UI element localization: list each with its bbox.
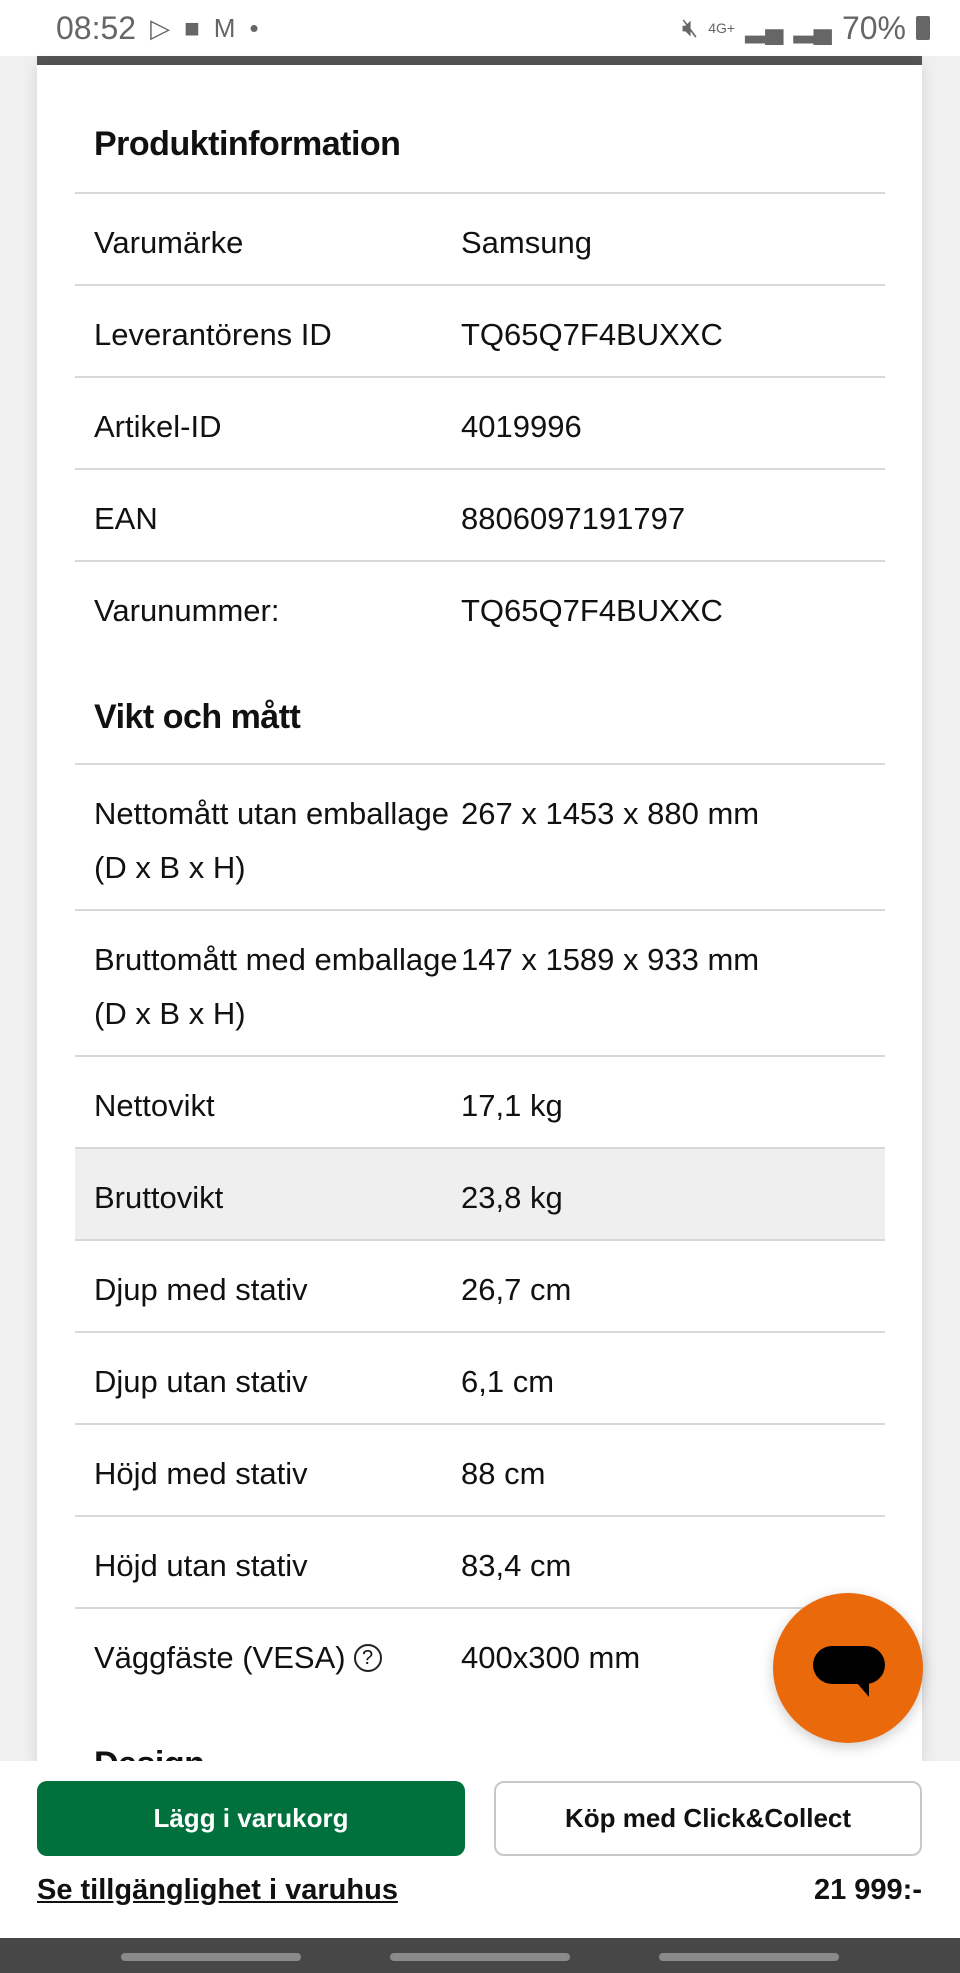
table-row: Bruttomått med emballage (D x B x H) 147 …: [75, 909, 885, 1055]
nav-back-button[interactable]: [659, 1953, 839, 1961]
row-value: 83,4 cm: [461, 1548, 572, 1583]
row-value: 4019996: [461, 409, 582, 444]
table-row: Nettovikt 17,1 kg: [75, 1055, 885, 1147]
clock: 08:52: [56, 9, 137, 46]
row-label: Djup med stativ: [94, 1272, 308, 1307]
status-bar: 08:52 ▷ ■ M • 🔇︎ 4G+ ▂▄ ▂▄ 70%: [0, 0, 960, 56]
store-availability-link[interactable]: Se tillgänglighet i varuhus: [37, 1874, 398, 1906]
row-value: 267 x 1453 x 880 mm: [461, 796, 760, 831]
play-store-icon: ▷: [150, 12, 171, 43]
row-label: Djup utan stativ: [94, 1364, 308, 1399]
row-label: EAN: [94, 501, 158, 536]
row-value: 88 cm: [461, 1456, 546, 1491]
table-row: Djup utan stativ 6,1 cm: [75, 1331, 885, 1423]
spec-table-weight-dimensions: Nettomått utan emballage (D x B x H) 267 …: [75, 763, 885, 1699]
roaming-signal-icon: ▂▄: [793, 12, 832, 43]
row-label: Leverantörens ID: [94, 317, 332, 352]
row-label: Bruttovikt: [94, 1180, 224, 1215]
table-row: Höjd utan stativ 83,4 cm: [75, 1515, 885, 1607]
row-value: 400x300 mm: [461, 1640, 641, 1675]
battery-level: 70%: [841, 9, 906, 46]
row-value: 26,7 cm: [461, 1272, 572, 1307]
chat-bubble-tail: [857, 1683, 869, 1697]
row-value: TQ65Q7F4BUXXC: [461, 317, 723, 352]
row-value: Samsung: [461, 225, 592, 260]
row-label: Varunummer:: [94, 593, 280, 628]
row-label: Väggfäste (VESA)?: [75, 1631, 461, 1685]
battery-icon: [916, 16, 930, 40]
click-and-collect-button[interactable]: Köp med Click&Collect: [494, 1781, 922, 1856]
section-title: Vikt och mått: [94, 698, 301, 736]
navigation-bar: [0, 1938, 960, 1973]
table-row: Nettomått utan emballage (D x B x H) 267 …: [75, 763, 885, 909]
table-row: Artikel-ID 4019996: [75, 376, 885, 468]
row-label: Varumärke: [94, 225, 244, 260]
table-row: Varumärke Samsung: [75, 192, 885, 284]
row-value: 8806097191797: [461, 501, 686, 536]
dot-icon: •: [249, 12, 259, 43]
row-value: 147 x 1589 x 933 mm: [461, 942, 760, 977]
chat-bubble-icon: [813, 1646, 885, 1684]
row-value: 23,8 kg: [461, 1180, 563, 1215]
row-value: 6,1 cm: [461, 1364, 555, 1399]
chat-button[interactable]: [773, 1593, 923, 1743]
row-label: Nettomått utan emballage (D x B x H): [94, 796, 449, 885]
row-value: TQ65Q7F4BUXXC: [461, 593, 723, 628]
row-label: Höjd med stativ: [94, 1456, 308, 1491]
table-row-highlighted: Bruttovikt 23,8 kg: [75, 1147, 885, 1239]
nav-recents-button[interactable]: [121, 1953, 301, 1961]
product-spec-card: Produktinformation Varumärke Samsung Leve…: [37, 65, 922, 1783]
section-title: Produktinformation: [94, 125, 401, 163]
table-row: Leverantörens ID TQ65Q7F4BUXXC: [75, 284, 885, 376]
row-label: Bruttomått med emballage (D x B x H): [94, 942, 458, 1031]
mute-icon: 🔇︎: [681, 12, 699, 42]
row-label-text: Väggfäste (VESA): [94, 1640, 346, 1675]
nav-home-button[interactable]: [390, 1953, 570, 1961]
gmail-icon: M: [213, 12, 236, 43]
price: 21 999:-: [813, 1874, 922, 1906]
table-row: EAN 8806097191797: [75, 468, 885, 560]
help-icon[interactable]: ?: [353, 1644, 382, 1672]
folder-icon: ■: [184, 12, 200, 43]
row-value: 17,1 kg: [461, 1088, 563, 1123]
row-label: Artikel-ID: [94, 409, 222, 444]
row-label: Nettovikt: [94, 1088, 215, 1123]
table-row: Väggfäste (VESA)? 400x300 mm: [75, 1607, 885, 1699]
row-label: Höjd utan stativ: [94, 1548, 308, 1583]
spec-table-product-info: Varumärke Samsung Leverantörens ID TQ65Q7F…: [75, 192, 885, 652]
signal-icon: ▂▄: [745, 12, 784, 43]
add-to-cart-button[interactable]: Lägg i varukorg: [37, 1781, 465, 1856]
table-row: Höjd med stativ 88 cm: [75, 1423, 885, 1515]
table-row: Djup med stativ 26,7 cm: [75, 1239, 885, 1331]
top-divider: [37, 56, 922, 65]
table-row: Varunummer: TQ65Q7F4BUXXC: [75, 560, 885, 652]
bottom-action-bar: Lägg i varukorg Köp med Click&Collect Se…: [0, 1761, 960, 1938]
network-type: 4G+: [708, 20, 736, 36]
